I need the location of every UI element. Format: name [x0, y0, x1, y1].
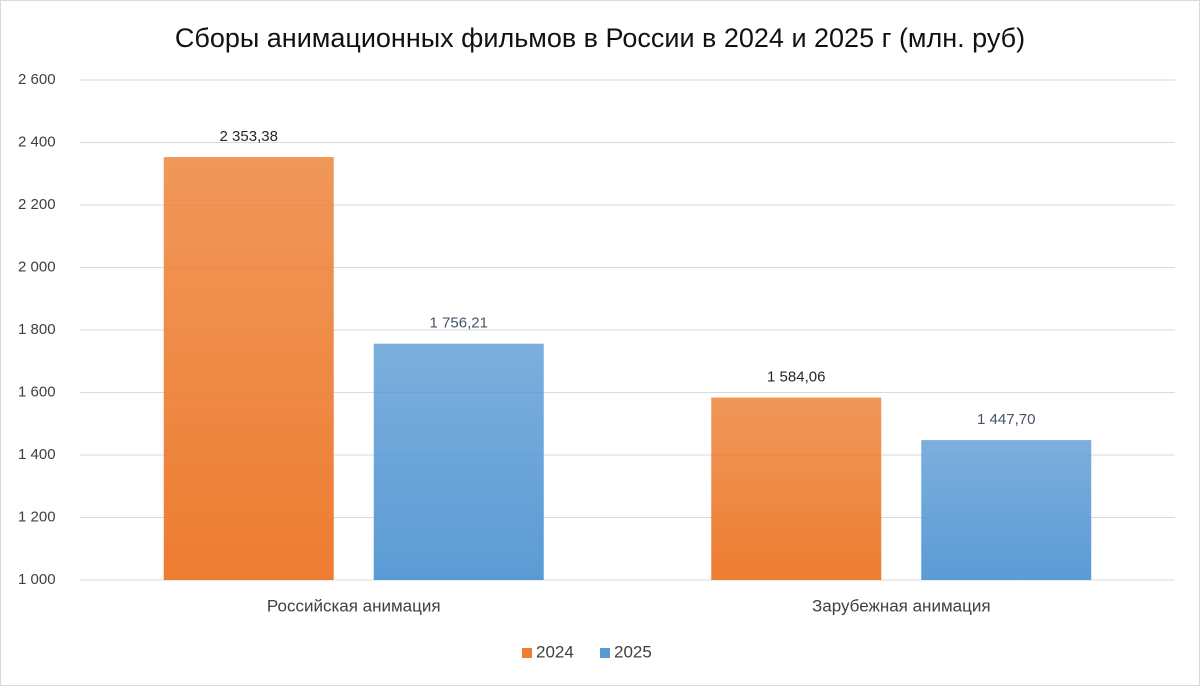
y-tick-label: 1 600	[18, 383, 56, 400]
y-tick-label: 1 800	[18, 321, 56, 338]
y-tick-label: 2 200	[18, 196, 56, 213]
y-tick-label: 1 200	[18, 508, 56, 525]
legend-label: 2025	[614, 642, 652, 661]
y-tick-label: 1 000	[18, 571, 56, 588]
x-tick-label: Российская анимация	[267, 596, 441, 615]
y-tick-label: 1 400	[18, 446, 56, 463]
y-tick-label: 2 000	[18, 258, 56, 275]
data-label: 1 584,06	[767, 368, 825, 385]
data-label: 1 447,70	[977, 411, 1035, 428]
data-label: 2 353,38	[220, 128, 278, 145]
chart-title: Сборы анимационных фильмов в России в 20…	[175, 23, 1025, 53]
bar	[921, 440, 1092, 580]
bar	[163, 157, 334, 580]
bar	[711, 397, 882, 580]
legend-label: 2024	[536, 642, 574, 661]
y-tick-label: 2 400	[18, 133, 56, 150]
bar	[373, 343, 544, 580]
y-tick-label: 2 600	[18, 71, 56, 88]
legend-swatch	[600, 648, 610, 658]
legend-swatch	[522, 648, 532, 658]
data-label: 1 756,21	[430, 315, 488, 332]
x-tick-label: Зарубежная анимация	[812, 596, 991, 615]
